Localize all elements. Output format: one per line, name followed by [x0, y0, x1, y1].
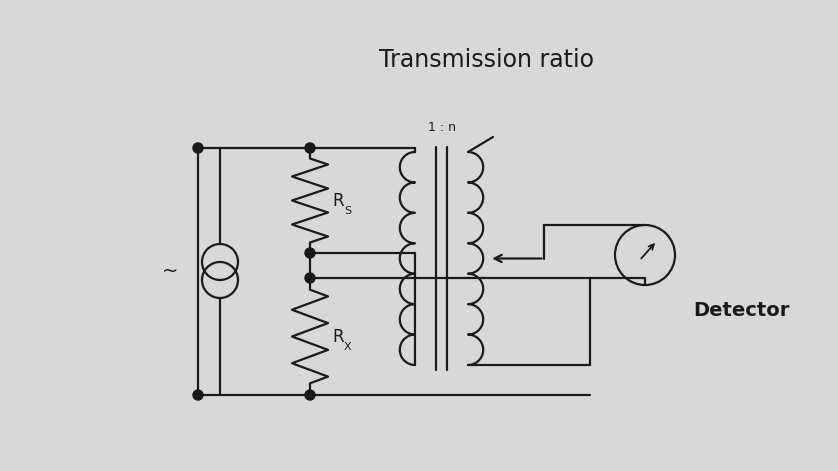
Text: Detector: Detector — [693, 300, 789, 319]
Text: R: R — [332, 327, 344, 346]
Text: R: R — [332, 192, 344, 210]
Text: Transmission ratio: Transmission ratio — [379, 48, 593, 72]
Circle shape — [193, 143, 203, 153]
Circle shape — [305, 143, 315, 153]
Circle shape — [305, 273, 315, 283]
Text: ~: ~ — [162, 261, 178, 281]
Circle shape — [193, 390, 203, 400]
Text: 1 : n: 1 : n — [427, 121, 456, 134]
Text: S: S — [344, 206, 351, 217]
Circle shape — [305, 248, 315, 258]
Text: X: X — [344, 342, 352, 352]
Circle shape — [305, 390, 315, 400]
